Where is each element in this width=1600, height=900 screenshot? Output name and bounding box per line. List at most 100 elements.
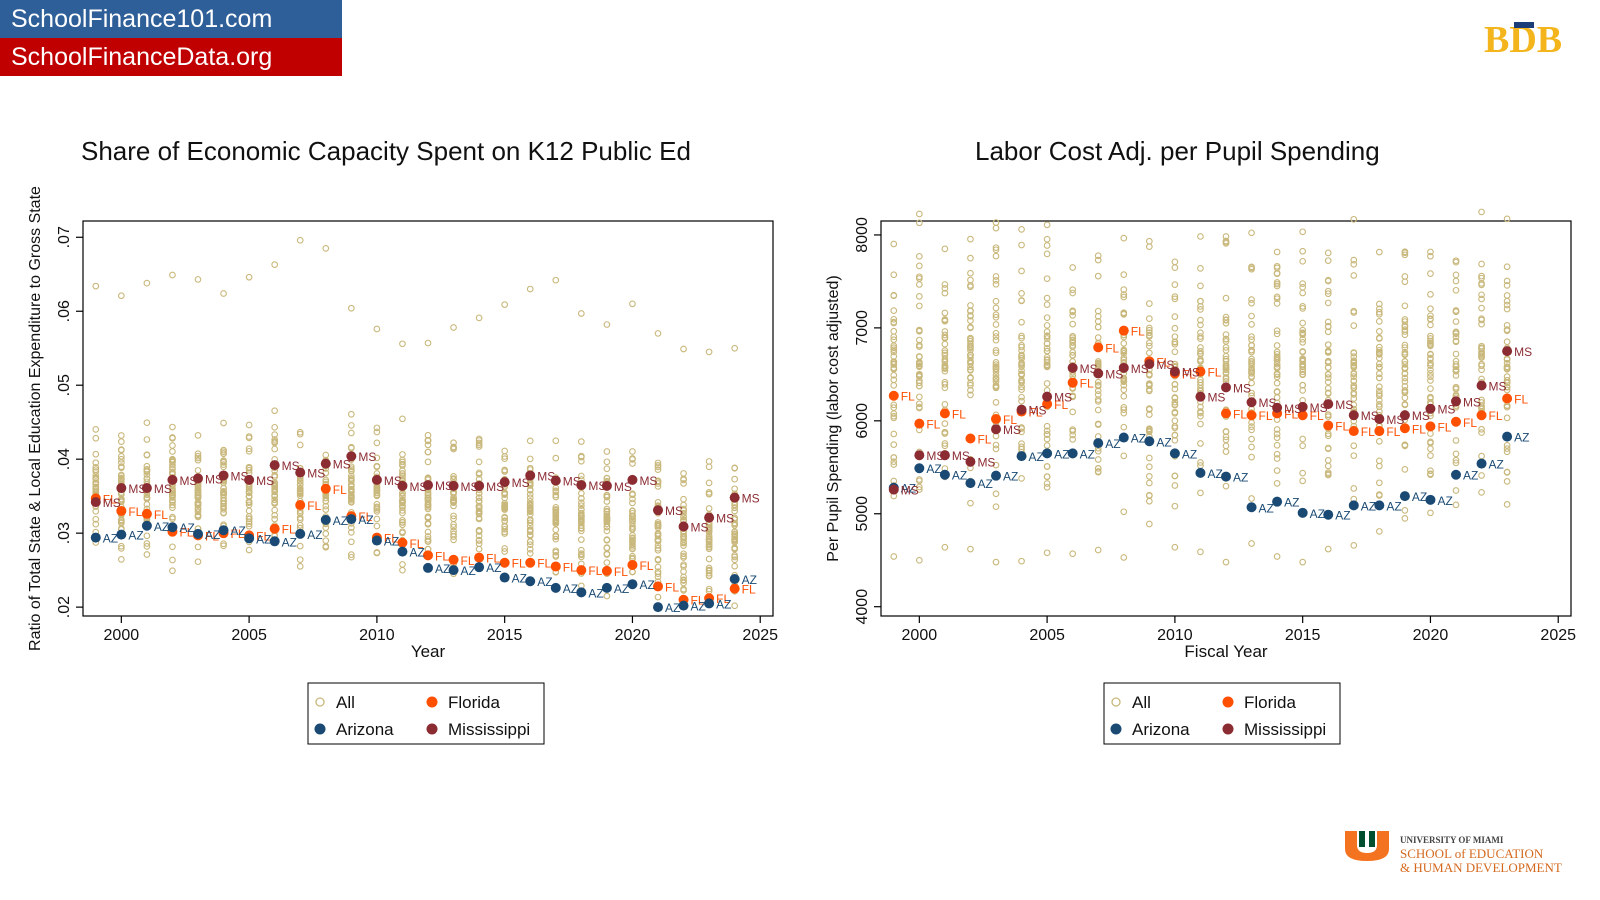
all-point: [890, 412, 898, 420]
all-point: [1375, 334, 1383, 342]
all-point: [1069, 332, 1077, 340]
um-university-text: UNIVERSITY OF MIAMI: [1400, 835, 1504, 845]
all-point: [1120, 271, 1128, 279]
mississippi-point: [1399, 410, 1410, 421]
all-point: [1401, 351, 1409, 359]
all-point: [220, 457, 227, 464]
all-point-outlier: [1452, 487, 1460, 494]
all-point: [1171, 432, 1179, 439]
all-point: [1350, 395, 1358, 402]
all-point: [1248, 342, 1255, 349]
all-point: [1248, 368, 1255, 375]
all-point: [1503, 263, 1511, 271]
all-point: [1401, 316, 1409, 323]
all-point: [1324, 277, 1332, 285]
all-point: [992, 244, 1000, 252]
arizona-point: [991, 470, 1001, 481]
all-point: [245, 522, 253, 530]
legend-marker-mississippi: [1222, 723, 1234, 735]
florida-point-label: FL: [742, 583, 756, 597]
all-point: [1452, 385, 1460, 392]
all-point: [1145, 463, 1153, 471]
all-point: [501, 530, 509, 537]
all-point-outlier: [117, 292, 125, 300]
all-point: [1145, 497, 1153, 505]
website-banner-schoolfinance101[interactable]: SchoolFinance101.com: [0, 0, 342, 38]
mississippi-point: [141, 483, 152, 494]
y-tick-label: .07: [56, 226, 73, 248]
all-point: [915, 292, 923, 300]
all-point: [1401, 378, 1409, 385]
all-point: [245, 466, 253, 474]
florida-point-label: FL: [901, 390, 915, 404]
all-point: [680, 577, 687, 584]
all-point-outlier: [271, 261, 279, 268]
mississippi-point: [991, 424, 1001, 435]
all-point: [1375, 317, 1383, 325]
all-point: [1145, 454, 1153, 462]
all-point: [1503, 373, 1511, 380]
florida-point: [1195, 366, 1206, 377]
legend-frame: [1103, 682, 1341, 745]
all-point: [890, 382, 898, 389]
all-point: [1171, 424, 1179, 432]
all-point: [220, 509, 227, 516]
arizona-point: [1476, 458, 1487, 469]
all-point-outlier: [296, 236, 304, 244]
all-point: [1350, 260, 1358, 268]
legend-marker-all: [315, 697, 325, 707]
all-point: [1018, 359, 1025, 367]
all-point: [1452, 308, 1460, 315]
all-point-outlier: [399, 340, 406, 348]
all-point: [967, 499, 974, 507]
all-point: [731, 464, 739, 472]
y-axis-label: Ratio of Total State & Local Education E…: [27, 186, 44, 651]
mississippi-point: [1348, 410, 1359, 421]
all-point: [1043, 344, 1051, 352]
mississippi-point-label: MS: [614, 480, 632, 494]
all-point: [1043, 463, 1051, 470]
all-point: [1043, 340, 1051, 348]
all-point: [1171, 338, 1179, 346]
all-point: [1427, 470, 1434, 478]
all-point: [1503, 338, 1511, 346]
all-point: [603, 498, 611, 505]
florida-point: [1476, 410, 1487, 421]
all-point: [890, 240, 898, 248]
all-point: [1299, 435, 1307, 443]
all-point-outlier: [1145, 520, 1153, 528]
website-banner-schoolfinancedata[interactable]: SchoolFinanceData.org: [0, 38, 342, 76]
florida-point: [1323, 420, 1334, 431]
arizona-point: [653, 602, 663, 613]
all-point: [1145, 425, 1153, 433]
all-point: [1248, 333, 1255, 340]
florida-point-label: FL: [103, 492, 117, 506]
all-point: [526, 516, 534, 523]
mississippi-point: [1093, 368, 1104, 379]
arizona-point-label: AZ: [307, 528, 322, 542]
all-point: [1299, 319, 1307, 327]
all-point: [731, 536, 739, 544]
all-point: [680, 495, 687, 503]
all-point: [1018, 428, 1025, 436]
all-point: [1324, 290, 1332, 298]
all-point: [1478, 320, 1485, 328]
all-point: [1171, 340, 1179, 348]
all-point: [296, 481, 304, 489]
all-point: [399, 462, 406, 469]
all-point-outlier: [143, 279, 151, 287]
arizona-point-label: AZ: [1412, 490, 1427, 504]
all-point: [577, 505, 585, 513]
all-point: [399, 474, 406, 481]
all-point: [1018, 267, 1025, 275]
all-point: [526, 498, 534, 505]
florida-point-label: FL: [1463, 416, 1477, 430]
all-point: [941, 367, 949, 375]
all-point: [1478, 399, 1485, 406]
all-point: [890, 401, 898, 409]
all-point: [475, 532, 483, 540]
all-point: [92, 520, 100, 528]
mississippi-point: [1118, 362, 1129, 373]
all-point: [1324, 358, 1332, 366]
all-point: [1401, 466, 1409, 473]
